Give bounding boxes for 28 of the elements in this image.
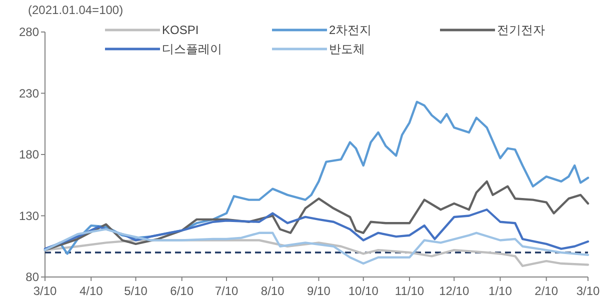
x-tick-label: 7/10 <box>214 284 238 298</box>
y-tick-label: 130 <box>18 208 40 223</box>
x-tick-label: 9/10 <box>307 284 331 298</box>
y-tick-label: 180 <box>18 148 40 162</box>
text: (2021.01.04=100) <box>28 3 124 17</box>
line-series <box>44 208 590 250</box>
x-tick-label: 4/10 <box>79 284 104 298</box>
line-series <box>44 180 590 252</box>
line-series <box>44 228 590 265</box>
x-tick-label: 10/10 <box>348 284 379 298</box>
x-tick-label: 1/10 <box>488 284 512 298</box>
legend-label: KOSPI <box>162 23 199 38</box>
x-tick-label: 8/10 <box>260 284 285 298</box>
x-tick-label: 3/10 <box>576 284 600 298</box>
x-tick-label: 5/10 <box>124 284 148 298</box>
legend-label: 전기전자 <box>497 23 545 38</box>
x-tick-label: 3/10 <box>33 284 57 298</box>
legend-label: 디스플레이 <box>162 42 222 56</box>
y-tick-label: 80 <box>26 270 40 284</box>
x-tick-label: 6/10 <box>170 284 194 298</box>
legend-label: 반도체 <box>329 42 365 56</box>
y-tick-label: 280 <box>18 25 40 40</box>
legend-label: 2차전지 <box>329 23 372 38</box>
line-series <box>44 239 590 268</box>
x-tick-label: 11/10 <box>394 284 424 298</box>
x-tick-label: 12/10 <box>439 284 470 298</box>
x-tick-label: 2/10 <box>534 284 558 298</box>
y-tick-label: 230 <box>18 86 40 100</box>
